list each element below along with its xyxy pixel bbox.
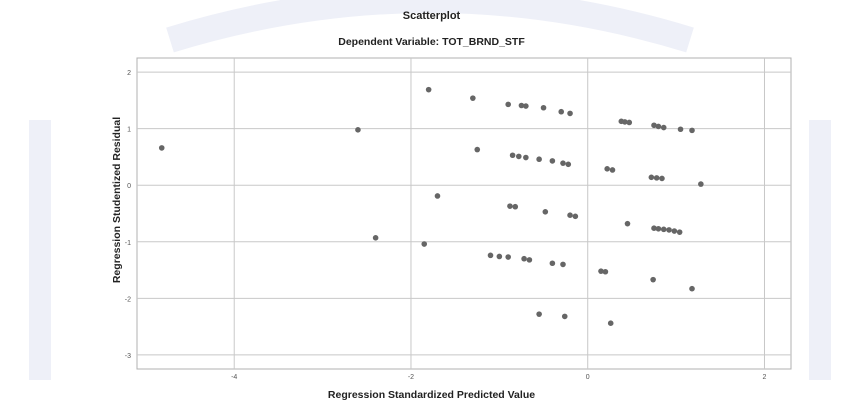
data-point xyxy=(355,127,361,133)
y-axis-label: Regression Studentized Residual xyxy=(111,116,123,284)
chart-subtitle: Dependent Variable: TOT_BRND_STF xyxy=(338,36,525,48)
data-point xyxy=(523,154,529,161)
data-point xyxy=(666,227,672,233)
data-point xyxy=(425,86,432,93)
data-point xyxy=(549,260,556,267)
data-point xyxy=(572,213,579,220)
data-point xyxy=(521,255,527,262)
data-point xyxy=(512,203,519,210)
data-point xyxy=(624,220,631,227)
tick-labels: -4 -2 0 2 2 1 0 -1 -2 -3 xyxy=(125,70,767,381)
data-point xyxy=(558,108,565,115)
data-point xyxy=(560,261,566,268)
data-point xyxy=(567,110,573,117)
data-point xyxy=(660,226,667,233)
data-point xyxy=(421,241,428,247)
data-point xyxy=(604,166,610,172)
data-point xyxy=(526,257,533,263)
data-point xyxy=(660,124,667,131)
data-point xyxy=(474,146,481,153)
data-point xyxy=(518,102,525,109)
data-point xyxy=(561,313,568,320)
data-point xyxy=(487,252,494,259)
data-point xyxy=(507,203,513,209)
data-point xyxy=(434,193,441,199)
data-point xyxy=(565,161,572,168)
data-point xyxy=(549,158,556,164)
data-point xyxy=(560,160,566,166)
data-point xyxy=(622,119,628,125)
data-point xyxy=(505,254,511,260)
data-point xyxy=(655,225,662,232)
data-point xyxy=(698,181,704,187)
y-tick-label: -1 xyxy=(125,240,131,247)
data-point xyxy=(626,119,633,126)
data-point xyxy=(607,320,614,326)
data-point xyxy=(470,95,476,101)
data-points xyxy=(158,86,704,326)
data-point xyxy=(659,175,665,182)
plot-area xyxy=(136,57,792,370)
data-point xyxy=(536,311,542,317)
data-point xyxy=(609,167,616,173)
x-tick-label: -2 xyxy=(408,374,414,381)
data-point xyxy=(651,225,657,232)
data-point xyxy=(158,145,165,151)
data-point xyxy=(496,253,503,260)
data-point xyxy=(515,153,522,160)
data-point xyxy=(602,268,609,275)
y-tick-label: 1 xyxy=(127,127,131,134)
data-point xyxy=(677,126,684,133)
x-tick-label: -4 xyxy=(231,374,237,381)
chart-title: Scatterplot xyxy=(402,10,461,22)
y-tick-label: 2 xyxy=(127,70,131,77)
x-axis-label: Regression Standardized Predicted Value xyxy=(327,389,536,401)
grid-lines xyxy=(137,58,791,369)
data-point xyxy=(689,127,695,134)
y-tick-label: -2 xyxy=(125,296,131,303)
x-tick-label: 2 xyxy=(763,374,767,381)
data-point xyxy=(509,152,516,159)
data-point xyxy=(650,276,656,283)
y-tick-label: 0 xyxy=(127,183,131,190)
x-tick-label: 0 xyxy=(586,374,590,381)
data-point xyxy=(653,175,660,181)
data-point xyxy=(598,268,604,274)
data-point xyxy=(671,228,678,234)
data-point xyxy=(651,122,657,129)
data-point xyxy=(676,229,683,235)
data-point xyxy=(655,123,662,130)
data-point xyxy=(372,235,379,241)
data-point xyxy=(648,174,655,181)
data-point xyxy=(542,209,549,215)
data-point xyxy=(567,212,573,218)
data-point xyxy=(689,285,695,292)
y-tick-label: -3 xyxy=(125,353,131,360)
data-point xyxy=(536,156,542,163)
data-point xyxy=(523,103,529,109)
data-point xyxy=(505,101,511,108)
data-point xyxy=(540,104,547,111)
